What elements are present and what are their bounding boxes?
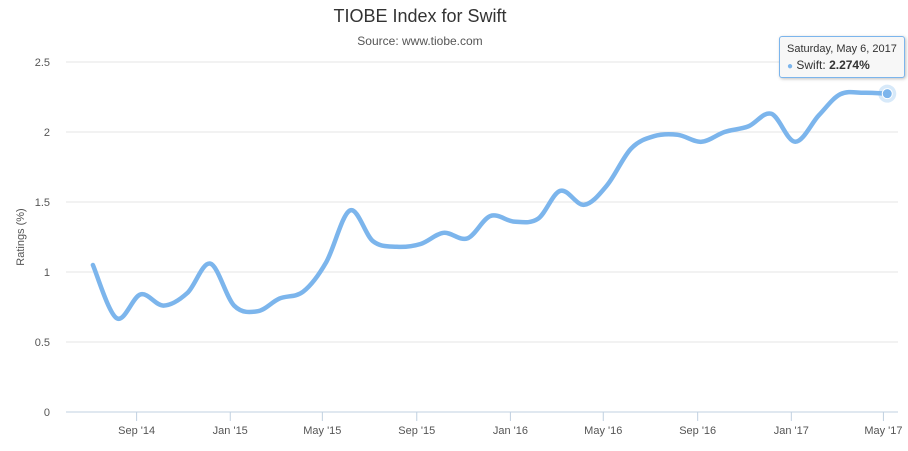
axis-titles: Ratings (%) [15, 208, 27, 265]
x-tick-label-0: Sep '14 [118, 425, 155, 437]
x-tick-label-2: May '15 [303, 425, 341, 437]
x-tick-label-3: Sep '15 [398, 425, 435, 437]
chart-title: TIOBE Index for Swift [333, 6, 507, 26]
chart-subtitle: Source: www.tiobe.com [357, 34, 483, 48]
tooltip-value: 2.274% [829, 58, 870, 72]
y-tick-label-4: 2 [44, 127, 50, 139]
data-tooltip: Saturday, May 6, 2017 ● Swift: 2.274% [779, 36, 905, 78]
y-tick-label-5: 2.5 [35, 57, 50, 69]
y-tick-label-2: 1 [44, 267, 50, 279]
y-tick-label-0: 0 [44, 407, 50, 419]
x-axis: Sep '14 Jan '15 May '15 Sep '15 Jan '16 May '… [118, 412, 903, 437]
tooltip-series-name: Swift [796, 58, 823, 72]
series-line-swift [90, 89, 890, 321]
hover-point-marker[interactable] [881, 88, 893, 100]
x-tick-label-7: Jan '17 [774, 425, 809, 437]
x-tick-label-6: Sep '16 [679, 425, 716, 437]
x-tick-label-4: Jan '16 [493, 425, 528, 437]
series-dot-icon: ● [787, 61, 794, 72]
series-layer [90, 84, 897, 321]
y-tick-label-1: 0.5 [35, 337, 50, 349]
tooltip-row: ● Swift: 2.274% [787, 58, 870, 72]
tooltip-date: Saturday, May 6, 2017 [787, 43, 897, 55]
y-axis-title: Ratings (%) [15, 208, 27, 265]
tooltip-separator: : [822, 58, 830, 72]
x-tick-label-8: May '17 [864, 425, 902, 437]
x-tick-label-1: Jan '15 [213, 425, 248, 437]
x-tick-label-5: May '16 [584, 425, 622, 437]
y-tick-label-3: 1.5 [35, 197, 50, 209]
y-axis: 0 0.5 1 1.5 2 2.5 [35, 57, 50, 419]
grid-lines [66, 61, 898, 413]
